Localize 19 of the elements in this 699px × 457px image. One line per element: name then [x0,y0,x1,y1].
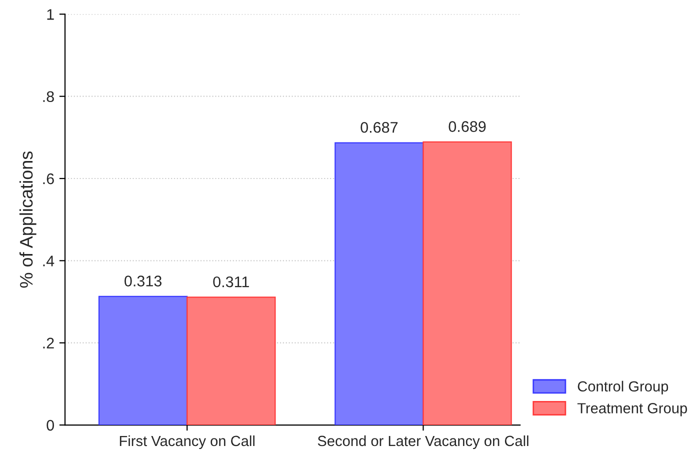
y-axis-title: % of Applications [19,151,36,288]
y-tick-label: 1 [47,9,54,20]
data-label: 0.687 [360,122,398,133]
y-tick-label: 0 [46,420,54,431]
y-tick-label: .2 [43,338,54,348]
y-tick-label: .6 [43,173,54,184]
x-tick-label: First Vacancy on Call [120,435,254,450]
bar [334,142,424,426]
bar [98,296,188,426]
y-tick-label: .8 [43,91,54,102]
legend-label: Treatment Group [577,403,687,416]
data-label: 0.313 [124,276,162,286]
data-label: 0.311 [213,276,249,288]
legend-label: Control Group [578,380,668,394]
y-tick-label: .4 [43,256,54,266]
data-label: 0.689 [448,121,486,132]
x-tick-label: Second or Later Vacancy on Call [318,435,528,450]
bar [186,296,276,426]
bar [422,141,512,426]
